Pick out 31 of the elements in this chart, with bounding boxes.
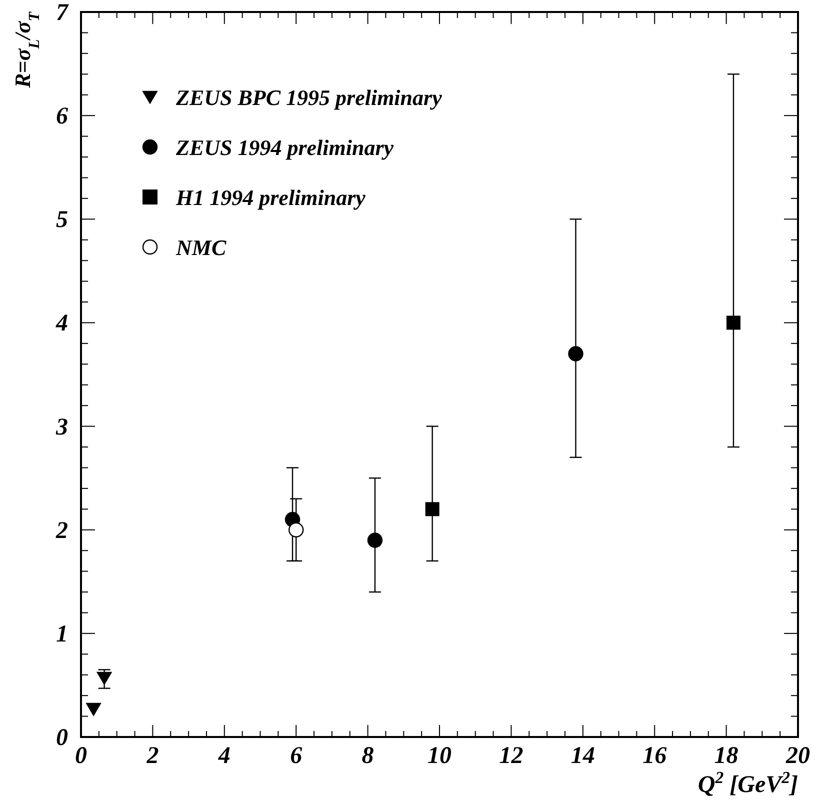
y-tick-label: 2 <box>55 518 68 544</box>
y-tick-label: 3 <box>55 414 68 440</box>
x-tick-label: 14 <box>570 743 595 769</box>
legend-label: NMC <box>175 235 226 260</box>
y-tick-label: 7 <box>56 0 69 26</box>
x-tick-label: 8 <box>362 743 374 769</box>
y-tick-label: 0 <box>56 725 68 751</box>
point <box>425 502 440 516</box>
point <box>367 532 383 548</box>
x-tick-label: 18 <box>714 743 738 769</box>
x-tick-label: 10 <box>428 743 452 769</box>
x-axis-title: Q$^{2}$ [GeV$^{2}$] <box>698 768 798 798</box>
x-tick-label: 0 <box>75 743 87 769</box>
point <box>288 522 304 538</box>
legend-label: H1 1994 preliminary <box>175 185 366 210</box>
point <box>568 346 584 362</box>
point <box>86 702 102 716</box>
x-tick-label: 20 <box>785 743 810 769</box>
x-tick-label: 4 <box>217 743 230 769</box>
x-tick-label: 6 <box>290 743 302 769</box>
x-tick-label: 16 <box>642 743 667 769</box>
point <box>96 672 112 685</box>
y-tick-label: 1 <box>56 621 68 648</box>
y-tick-label: 6 <box>56 104 68 130</box>
legend-label: ZEUS BPC 1995 preliminary <box>175 85 442 110</box>
point <box>726 316 740 330</box>
legend-label: ZEUS 1994 preliminary <box>175 135 394 160</box>
y-tick-label: 4 <box>55 310 68 337</box>
x-tick-label: 2 <box>146 743 159 769</box>
x-tick-label: 12 <box>499 743 524 769</box>
y-tick-label: 5 <box>56 207 68 234</box>
